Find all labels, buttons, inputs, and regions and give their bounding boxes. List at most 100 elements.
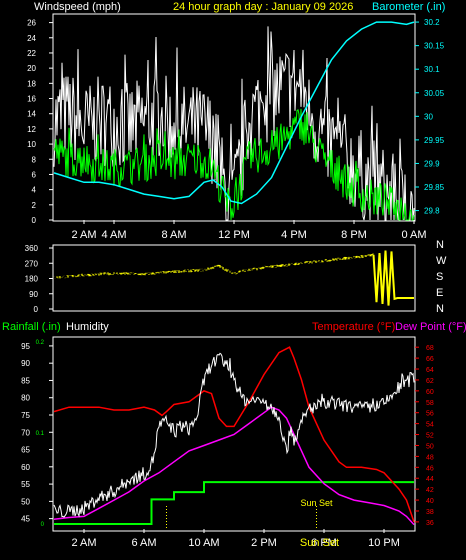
barometer-axis-ticks: 29.8 29.85 29.9 29.95 30 30.05 30.1 30.15 30.2 (415, 18, 445, 216)
humidity-line (53, 352, 415, 518)
barometer-tick-label: 29.85 (424, 183, 445, 192)
dewpoint-line (53, 406, 415, 526)
wind-tick-label: 12 (27, 125, 36, 134)
event-marker-label: Sun Set (300, 498, 333, 508)
wind-direction-band (53, 253, 374, 279)
barometer-tick-label: 30.15 (424, 42, 445, 51)
rain-tick-label: 0 (41, 522, 45, 528)
direction-tick-label: 0 (34, 305, 39, 314)
wind-direction-series (53, 250, 414, 306)
temperature-tick-label: 40 (426, 498, 434, 505)
time-tick-label: 6 PM (311, 537, 337, 549)
barometer-axis-title: Barometer (.in) (372, 1, 445, 13)
temperature-tick-label: 64 (426, 367, 434, 374)
temperature-tick-label: 46 (426, 465, 434, 472)
temperature-axis-ticks: 36 38 40 42 44 46 48 50 52 54 56 58 60 62 64 66 68 (415, 345, 434, 527)
bottom-time-axis: 2 AM 6 AM 10 AM 2 PM 6 PM 10 PM Sun Set (71, 529, 400, 549)
wind-tick-label: 14 (27, 110, 36, 119)
temperature-tick-label: 38 (426, 509, 434, 516)
temperature-line (53, 346, 415, 523)
wind-tick-label: 10 (27, 140, 36, 149)
rain-tick-label: 0.2 (36, 340, 45, 346)
wind-tick-label: 24 (27, 34, 36, 43)
temperature-tick-label: 48 (426, 454, 434, 461)
wind-tick-label: 2 (32, 201, 37, 210)
humidity-tick-label: 50 (21, 497, 30, 506)
rain-axis-ticks: 0.2 0.1 0 (36, 340, 45, 528)
compass-label: S (436, 271, 443, 283)
compass-label: N (436, 239, 444, 251)
direction-axis-ticks: 360 270 180 90 0 (25, 244, 53, 314)
humidity-tick-label: 55 (21, 480, 30, 489)
time-tick-label: 6 AM (131, 537, 156, 549)
wind-tick-label: 8 (32, 155, 37, 164)
event-markers: Sun Set (166, 498, 333, 529)
wind-axis-title: Windspeed (mph) (34, 1, 121, 13)
barometer-tick-label: 30.05 (424, 89, 445, 98)
time-tick-label: 2 AM (71, 537, 96, 549)
humidity-tick-label: 95 (21, 342, 30, 351)
sunset-bottom-label: Sun Set (300, 537, 339, 549)
wind-baro-series (53, 21, 415, 221)
dewpoint-axis-title: Dew Point (°F) (395, 321, 466, 333)
humidity-axis-title: Humidity (66, 321, 109, 333)
temperature-axis-title: Temperature (°F) (312, 321, 395, 333)
humidity-tick-label: 60 (21, 463, 30, 472)
temperature-tick-label: 44 (426, 476, 434, 483)
temperature-tick-label: 50 (426, 443, 434, 450)
wind-tick-label: 6 (32, 170, 37, 179)
compass-label: W (436, 255, 447, 267)
barometer-tick-label: 30.2 (424, 18, 440, 27)
temperature-tick-label: 42 (426, 487, 434, 494)
compass-label: E (436, 287, 443, 299)
rainfall-line (54, 481, 414, 525)
temperature-tick-label: 52 (426, 433, 434, 440)
time-tick-label: 8 PM (341, 229, 367, 241)
wind-direction-spikes (372, 250, 414, 306)
barometer-line (53, 21, 415, 205)
wind-baro-plot-area (52, 13, 416, 222)
temperature-tick-label: 54 (426, 422, 434, 429)
barometer-tick-label: 29.8 (424, 207, 440, 216)
direction-tick-label: 180 (25, 275, 39, 284)
humidity-tick-label: 90 (21, 359, 30, 368)
humidity-axis-ticks: 45 50 55 60 65 70 75 80 85 90 95 (21, 342, 53, 524)
windspeed-avg-line (53, 108, 415, 221)
time-tick-label: 0 AM (401, 229, 426, 241)
direction-tick-label: 90 (29, 290, 38, 299)
barometer-tick-label: 30.1 (424, 65, 440, 74)
rain-tick-label: 0.1 (36, 431, 45, 437)
humidity-tick-label: 75 (21, 411, 30, 420)
temperature-tick-label: 58 (426, 400, 434, 407)
time-tick-label: 12 PM (218, 229, 250, 241)
windspeed-gust-line (53, 26, 415, 221)
temperature-tick-label: 66 (426, 356, 434, 363)
wind-tick-label: 16 (27, 95, 36, 104)
compass-label: N (436, 303, 444, 315)
wind-tick-label: 20 (27, 64, 36, 73)
temperature-tick-label: 62 (426, 378, 434, 385)
direction-tick-label: 270 (25, 259, 39, 268)
chart-title: 24 hour graph day : January 09 2026 (173, 1, 353, 13)
time-tick-label: 2 AM (71, 229, 96, 241)
time-tick-label: 8 AM (161, 229, 186, 241)
temperature-tick-label: 36 (426, 520, 434, 527)
rainfall-axis-title: Rainfall (.in) (2, 321, 61, 333)
barometer-tick-label: 30 (424, 112, 433, 121)
temperature-tick-label: 56 (426, 411, 434, 418)
direction-plot-area (52, 244, 416, 312)
barometer-tick-label: 29.9 (424, 159, 440, 168)
time-tick-label: 10 PM (368, 537, 400, 549)
humidity-tick-label: 80 (21, 394, 30, 403)
humidity-tick-label: 85 (21, 376, 30, 385)
wind-tick-label: 0 (32, 216, 37, 225)
temperature-tick-label: 60 (426, 389, 434, 396)
wind-tick-label: 4 (32, 186, 37, 195)
time-tick-label: 10 AM (188, 537, 219, 549)
barometer-tick-label: 29.95 (424, 136, 445, 145)
humidity-tick-label: 65 (21, 446, 30, 455)
